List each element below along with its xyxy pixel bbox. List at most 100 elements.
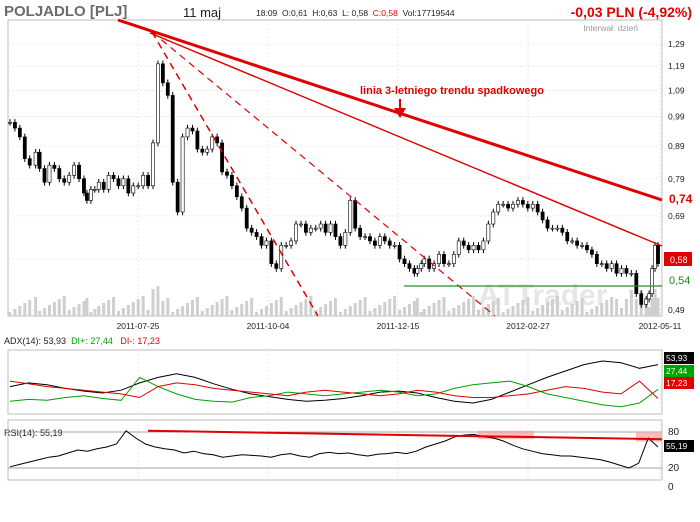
price-candle [136,185,141,188]
price-candle [570,240,575,243]
price-candle [47,164,52,183]
volume-bar [156,286,160,316]
x-tick-label: 2012-05-11 [639,321,682,331]
volume-bar [457,305,461,316]
volume-bar [472,296,476,316]
adx-panel-frame [7,349,663,415]
price-candle [481,240,486,251]
volume-bar [146,310,150,316]
volume-bar [93,309,97,316]
volume-bar [47,305,51,316]
adx-value-badge: 27,44 [666,366,688,376]
volume-bar [546,302,550,316]
price-candle [545,219,550,229]
price-candle [165,82,170,96]
volume-bar [89,312,93,316]
price-candle [501,203,506,206]
price-candle [328,223,333,233]
volume-bar [476,310,480,316]
y-tick-label: 1,09 [668,85,685,95]
price-candle [575,240,580,246]
adx-legend: ADX(14): 53,93 DI+: 27,44 DI-: 17,23 [4,336,160,346]
volume-bar [650,298,654,316]
price-candle [614,263,619,274]
volume-bar [225,296,229,316]
rsi-highlight-zone [478,430,534,440]
price-candle [289,240,293,246]
price-candle [415,268,420,274]
y-tick-label: 0,89 [668,141,685,151]
y-tick-label: 1,29 [668,39,685,49]
price-candle [609,263,614,269]
volume-bar [166,298,170,316]
adx-series-line [9,360,659,404]
price-candle [116,178,121,187]
price-candle [461,240,466,246]
volume-bar [506,309,510,316]
price-candle [486,223,491,242]
volume-bar [565,307,569,316]
price-candle [195,130,200,150]
y-tick-label: 1,19 [668,61,685,71]
volume-bar [516,303,520,316]
price-candle [560,227,565,233]
volume-bar [526,297,530,316]
volume-bar [422,309,426,316]
volume-bar [8,312,12,316]
price-candle [358,227,363,237]
date-label: 11 maj [183,5,222,20]
volume-bar [462,302,466,316]
price-candle [619,268,624,274]
volume-bar [304,299,308,316]
price-candle [525,203,530,209]
volume-bar [309,296,313,316]
price-candle [230,174,234,187]
adx-value-badge-bg [664,365,694,377]
volume-bar [605,300,609,316]
price-candle [88,189,93,201]
volume-bar [555,296,559,316]
adx-series-line [9,376,659,408]
rsi-trend-line [147,429,663,441]
low-value: L: 0,58 [342,8,369,18]
fan-line-1 [151,31,319,317]
price-candle [42,168,47,183]
volume-bar [432,303,436,316]
price-candle [550,227,555,230]
volume-bar [388,299,392,316]
volume-bar [656,298,660,316]
price-candle [22,136,27,159]
diminus-legend-label: DI-: 17,23 [120,336,160,346]
volume-bar [112,297,116,316]
price-candle [239,196,244,209]
volume-bar [550,299,554,316]
volume-bar [190,300,194,316]
price-candle [363,236,367,238]
price-candle [27,158,32,166]
volume-bar [319,307,323,316]
price-candle [190,127,195,132]
rsi-legend: RSI(14): 55,19 [4,428,63,438]
x-tick-label: 2012-02-27 [506,321,550,331]
volume-bar [363,297,367,316]
volume-bar [620,308,624,316]
volume-bar [161,301,165,316]
time-value: 18:09 [256,8,278,18]
volume-bar [34,297,38,316]
adx-value-badge: 17,23 [666,378,688,388]
volume-bar [437,300,441,316]
volume-bar [585,312,589,316]
volume-bar [67,310,71,316]
volume-bar [57,299,61,316]
volume-bar [353,303,357,316]
volume-bar [467,299,471,316]
volume-bar [151,289,155,316]
volume-bar [72,307,76,316]
volume-bar [255,312,259,316]
volume-bar [260,309,264,316]
price-candle [92,189,97,191]
volume-bar [491,301,495,316]
price-candle [520,200,525,205]
rsi-y-tick: 0 [668,482,674,493]
